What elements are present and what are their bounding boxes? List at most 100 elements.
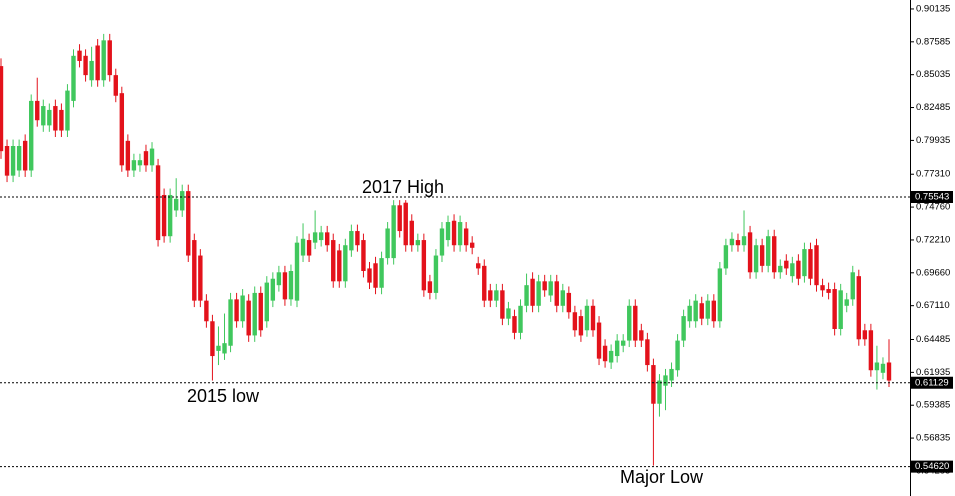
candle-body bbox=[77, 50, 82, 61]
level-label-box bbox=[911, 190, 953, 203]
candle-body bbox=[578, 316, 584, 336]
candle-body bbox=[765, 236, 771, 266]
candle-body bbox=[258, 292, 263, 331]
candle-body bbox=[318, 232, 324, 241]
candle-body bbox=[711, 300, 717, 322]
candle-body bbox=[4, 146, 10, 176]
candle-body bbox=[862, 330, 868, 340]
candle-body bbox=[228, 299, 233, 346]
candle-body bbox=[735, 240, 741, 246]
candle-body bbox=[240, 295, 245, 322]
y-tick-label: 0.59385 bbox=[916, 400, 950, 411]
y-tick-label: 0.74760 bbox=[916, 202, 950, 213]
candle-body bbox=[222, 343, 227, 354]
candle-body bbox=[427, 281, 433, 293]
y-tick-label: 0.67110 bbox=[916, 300, 950, 311]
candle-body bbox=[548, 281, 553, 296]
candle-body bbox=[282, 272, 288, 300]
candle-body bbox=[95, 45, 100, 81]
candle-body bbox=[107, 40, 112, 76]
candle-body bbox=[325, 232, 330, 246]
candle-body bbox=[687, 305, 692, 322]
candle-body bbox=[29, 100, 34, 171]
candle-body bbox=[433, 255, 439, 293]
candle-body bbox=[747, 232, 753, 273]
candle-body bbox=[83, 55, 88, 76]
candle-body bbox=[379, 258, 384, 288]
level-label: 0.54620 bbox=[915, 461, 949, 472]
candle-body bbox=[590, 305, 596, 331]
candle-body bbox=[796, 260, 801, 279]
candle-body bbox=[542, 281, 547, 291]
candle-body bbox=[512, 316, 517, 333]
candle-body bbox=[469, 242, 475, 248]
candle-body bbox=[759, 245, 765, 266]
y-tick-label: 0.61935 bbox=[916, 367, 950, 378]
candle-body bbox=[572, 312, 578, 331]
candle-body bbox=[669, 368, 674, 381]
candle-body bbox=[391, 205, 396, 259]
candle-body bbox=[844, 299, 849, 306]
candle-body bbox=[192, 240, 197, 301]
candle-body bbox=[167, 194, 173, 237]
y-tick-label: 0.82485 bbox=[916, 102, 950, 113]
y-tick-label: 0.72210 bbox=[916, 234, 950, 245]
candle-body bbox=[663, 375, 668, 386]
candle-body bbox=[349, 231, 354, 251]
candle-body bbox=[439, 228, 445, 256]
candle-body bbox=[270, 278, 276, 301]
candle-body bbox=[820, 285, 825, 291]
candle-body bbox=[868, 330, 874, 371]
candle-body bbox=[506, 308, 511, 319]
level-label-box bbox=[911, 376, 953, 389]
candle-body bbox=[838, 290, 843, 329]
candle-body bbox=[210, 321, 215, 357]
y-tick-label: 0.90135 bbox=[916, 3, 950, 14]
candle-body bbox=[204, 300, 209, 322]
candle-body bbox=[288, 271, 294, 300]
candle-body bbox=[234, 299, 239, 322]
candle-body bbox=[294, 242, 300, 301]
candle-body bbox=[741, 236, 747, 246]
candle-body bbox=[596, 322, 602, 359]
candle-body bbox=[47, 109, 52, 126]
candle-body bbox=[524, 285, 529, 306]
candle-body bbox=[566, 292, 572, 313]
candle-body bbox=[71, 55, 76, 101]
candle-body bbox=[246, 300, 251, 336]
candle-body bbox=[451, 220, 457, 246]
candle-body bbox=[22, 140, 28, 171]
candle-body bbox=[560, 290, 565, 306]
candle-body bbox=[675, 340, 680, 371]
level-label-box bbox=[911, 460, 953, 473]
candle-body bbox=[633, 305, 638, 341]
candle-body bbox=[627, 305, 632, 341]
candle-body bbox=[59, 109, 64, 131]
y-tick-label: 0.85035 bbox=[916, 69, 950, 80]
candle-body bbox=[16, 146, 22, 171]
candle-body bbox=[554, 281, 559, 306]
candle-body bbox=[886, 362, 892, 381]
candle-body bbox=[131, 160, 137, 171]
candle-body bbox=[790, 263, 795, 277]
annotation: 2017 High bbox=[362, 177, 444, 197]
candle-body bbox=[693, 300, 698, 322]
candle-body bbox=[814, 245, 819, 286]
level-label: 0.75543 bbox=[915, 192, 949, 203]
level-label: 0.61129 bbox=[915, 377, 949, 388]
candle-body bbox=[41, 106, 46, 126]
candle-body bbox=[500, 290, 505, 319]
candle-body bbox=[723, 245, 729, 269]
candle-body bbox=[155, 165, 161, 241]
candle-body bbox=[0, 66, 4, 152]
annotation: Major Low bbox=[620, 467, 704, 487]
candle-body bbox=[252, 292, 257, 336]
candle-body bbox=[276, 272, 282, 286]
candle-body bbox=[699, 303, 704, 319]
candle-body bbox=[639, 330, 644, 341]
candle-body bbox=[306, 240, 312, 256]
candle-body bbox=[65, 90, 70, 131]
candle-body bbox=[149, 148, 155, 166]
y-tick-label: 0.69660 bbox=[916, 267, 950, 278]
